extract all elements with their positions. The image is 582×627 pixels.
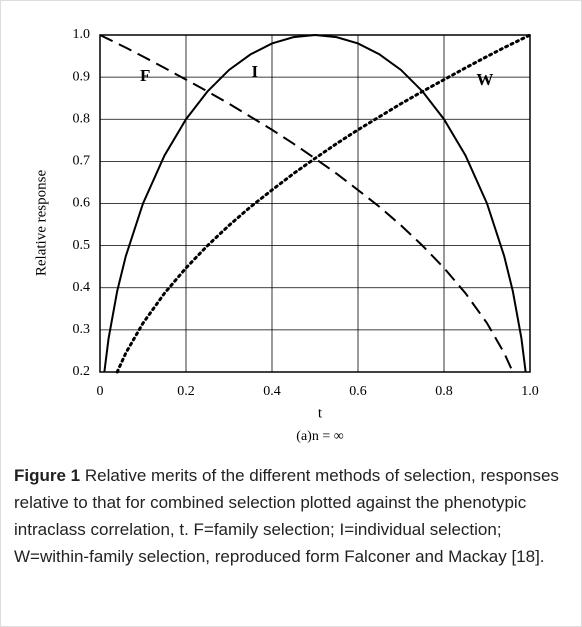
caption-label: Figure 1 bbox=[14, 466, 81, 485]
y-axis-label: Relative response bbox=[33, 170, 49, 277]
y-tick-label: 1.0 bbox=[73, 27, 91, 42]
x-tick-label: 1.0 bbox=[521, 384, 539, 399]
y-tick-label: 0.7 bbox=[73, 154, 91, 169]
x-axis-label: t bbox=[318, 405, 323, 421]
x-tick-label: 0 bbox=[97, 384, 104, 399]
y-tick-label: 0.5 bbox=[73, 238, 91, 253]
y-tick-label: 0.3 bbox=[73, 322, 91, 337]
x-tick-label: 0.2 bbox=[177, 384, 195, 399]
series-line bbox=[99, 34, 514, 373]
y-tick-label: 0.4 bbox=[73, 280, 91, 295]
annotation: F bbox=[140, 66, 150, 85]
series-line bbox=[115, 33, 532, 374]
caption-text: Relative merits of the different methods… bbox=[14, 466, 559, 566]
chart: Relative response t (a)n = ∞ 0.2 0.3 0.4 0.… bbox=[33, 27, 539, 444]
subtitle: (a)n = ∞ bbox=[296, 429, 343, 444]
y-tick-label: 0.6 bbox=[73, 196, 91, 211]
annotation: W bbox=[476, 70, 493, 89]
caption: Figure 1 Relative merits of the differen… bbox=[14, 462, 570, 570]
y-tick-label: 0.2 bbox=[73, 364, 91, 379]
y-tick-label: 0.8 bbox=[73, 111, 91, 126]
x-tick-label: 0.4 bbox=[263, 384, 281, 399]
x-tick-label: 0.6 bbox=[349, 384, 367, 399]
y-tick-label: 0.9 bbox=[73, 69, 91, 84]
x-tick-label: 0.8 bbox=[435, 384, 453, 399]
series-line bbox=[103, 33, 527, 373]
annotation: I bbox=[251, 62, 258, 81]
